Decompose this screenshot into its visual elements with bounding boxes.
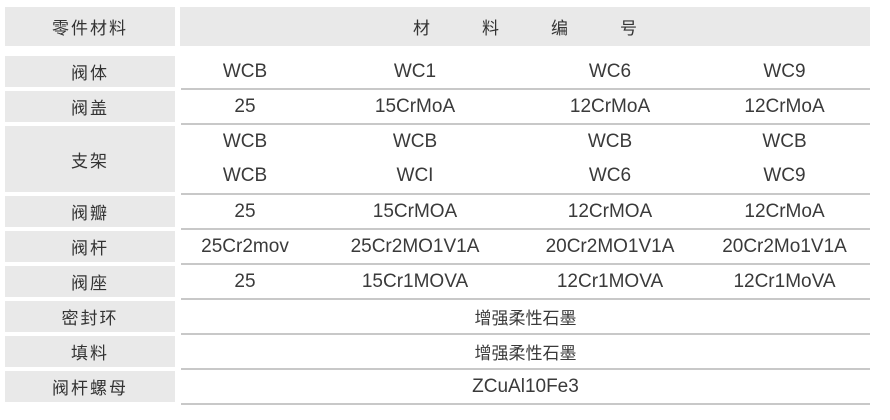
cell: 12CrMOA [567, 200, 653, 222]
table-row: ZCuAl10Fe3 [181, 370, 870, 405]
header-char: 号 [620, 19, 637, 39]
cell: 12Cr1MoVA [733, 270, 836, 292]
part-label: 密封环 [5, 301, 175, 332]
cell: WC9 [763, 60, 806, 82]
part-label: 支架 [5, 126, 175, 192]
header-char: 编 [551, 19, 568, 39]
header-part-material: 零件材料 [5, 7, 175, 46]
table-row: 25 15Cr1MOVA 12Cr1MOVA 12Cr1MoVA [181, 265, 870, 300]
table-subrow: WCB WCB WCB WCB [181, 125, 870, 159]
table-row: 增强柔性石墨 [181, 300, 870, 335]
cell: 25 [234, 95, 256, 117]
cell: WC1 [393, 60, 437, 82]
cell: 15CrMOA [372, 200, 458, 222]
cell: 12CrMoA [569, 95, 651, 117]
cell: WCB [222, 131, 268, 152]
table-row: WCB WC1 WC6 WC9 [181, 55, 870, 90]
table-row: 25 15CrMoA 12CrMoA 12CrMoA [181, 90, 870, 125]
table-row: WCB WCI WC6 WC9 [181, 159, 870, 195]
cell: WCB [762, 131, 807, 152]
cell: 12CrMoA [744, 200, 825, 222]
cell: 25 [234, 270, 256, 292]
cell: 增强柔性石墨 [474, 344, 577, 364]
cell: 15Cr1MOVA [361, 270, 469, 292]
part-label: 阀体 [5, 56, 175, 87]
cell: WCB [222, 165, 268, 186]
part-label: 阀座 [5, 266, 175, 297]
part-label: 阀盖 [5, 91, 175, 122]
cell: 25 [234, 200, 256, 222]
cell: 25Cr2MO1V1A [350, 235, 480, 257]
cell: 20Cr2MO1V1A [545, 235, 675, 257]
table-row: 25Cr2mov 25Cr2MO1V1A 20Cr2MO1V1A 20Cr2Mo… [181, 230, 870, 265]
part-label: 阀瓣 [5, 196, 175, 227]
header-char: 材 [413, 19, 430, 39]
cell: WCB [392, 131, 438, 152]
part-label: 阀杆螺母 [5, 371, 175, 402]
cell: WCI [396, 165, 434, 186]
cell: WC6 [588, 165, 632, 186]
table-row: 25 15CrMOA 12CrMOA 12CrMoA [181, 195, 870, 230]
cell: WCB [587, 131, 633, 152]
header-material-number: 材 料 编 号 [180, 7, 870, 46]
cell: 25Cr2mov [201, 235, 289, 257]
table-row: 增强柔性石墨 [181, 335, 870, 370]
header-char: 料 [482, 19, 499, 39]
cell: WC6 [588, 60, 632, 82]
part-label: 填料 [5, 336, 175, 367]
cell: WC9 [763, 165, 806, 186]
cell: 增强柔性石墨 [474, 309, 577, 329]
cell: ZCuAl10Fe3 [472, 375, 579, 397]
part-label: 阀杆 [5, 231, 175, 262]
cell: 20Cr2Mo1V1A [722, 235, 847, 257]
cell: 12CrMoA [744, 95, 825, 117]
cell: WCB [222, 60, 268, 82]
cell: 12Cr1MOVA [556, 270, 664, 292]
cell: 15CrMoA [374, 95, 456, 117]
